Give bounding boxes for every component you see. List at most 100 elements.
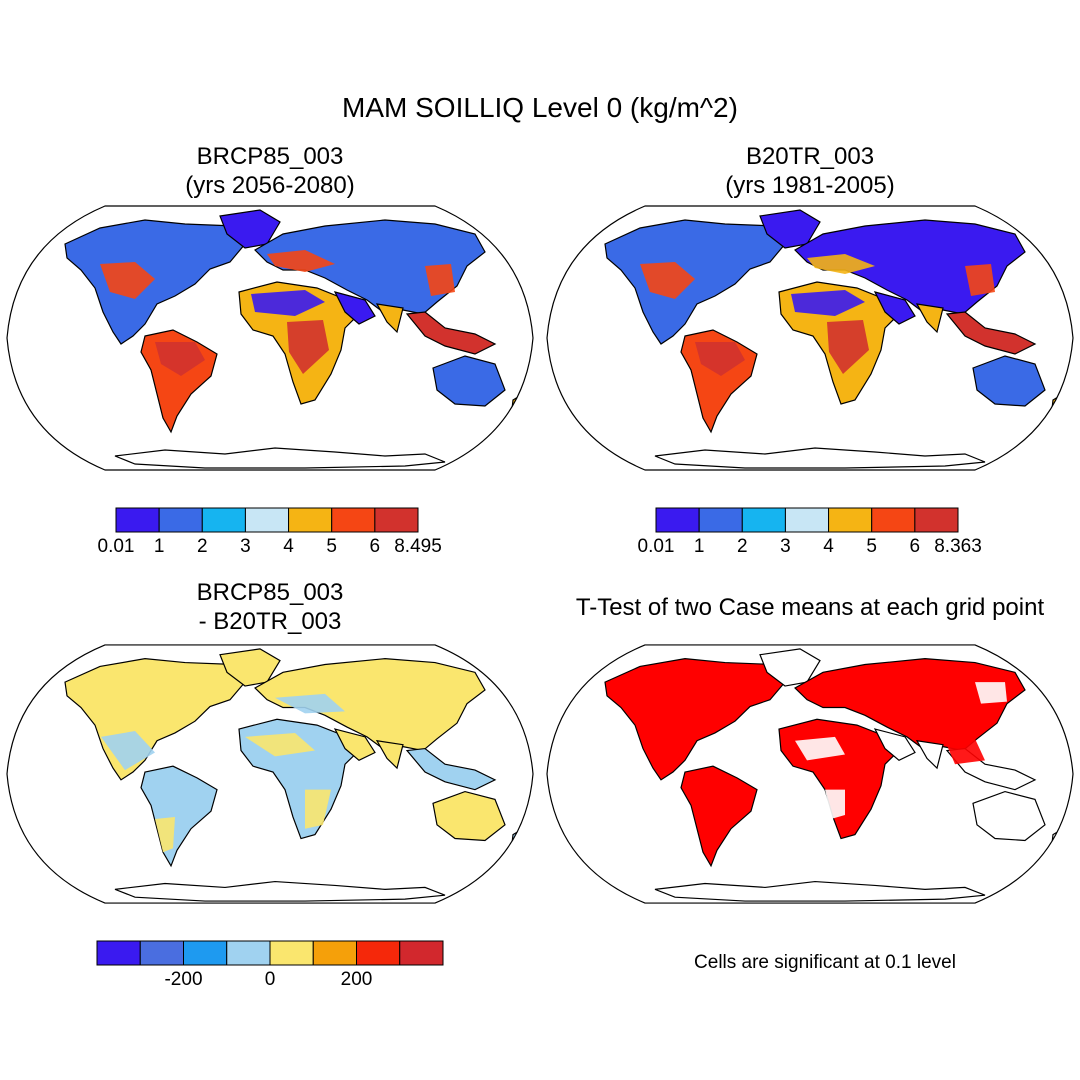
field-patch [965,264,995,296]
colorbar-tick-label: 3 [240,536,251,557]
colorbar-tick-label: 1 [693,536,705,557]
panel-title-difference: BRCP85_003 - B20TR_003 [70,578,470,636]
colorbar-tick-label: 6 [909,536,921,557]
colorbar-tick-label: 6 [369,536,381,557]
landmass-arabia [873,291,916,325]
colorbar-swatch [158,507,203,533]
colorbar-swatch [183,940,228,966]
colorbar-tick-label: 2 [736,536,748,557]
colorbar-tick-label: 8.495 [394,536,442,557]
map-panel-difference [6,644,534,904]
landmass-namerica [604,219,786,345]
field-patch [100,262,155,299]
colorbar-swatch [828,507,873,533]
colorbar-tick-label: 0 [264,969,276,990]
colorbar-difference [96,940,444,966]
colorbar-swatch [698,507,743,533]
map-projection-border [6,205,534,471]
field-patch [795,736,845,761]
colorbar-swatch [331,507,376,533]
landmass-samerica [680,765,758,868]
colorbar-tick-label: 0.01 [97,536,135,557]
landmass-namerica [64,219,246,345]
colorbar-tick-label: 1 [153,536,165,557]
map-panel-future [6,205,534,471]
landmass-arabia [333,728,376,762]
field-patch [695,342,745,376]
field-patch [101,730,155,771]
field-patch [640,262,695,299]
figure-title: MAM SOILLIQ Level 0 (kg/m^2) [342,92,738,123]
colorbar-tick-label: 2 [196,536,208,557]
landmass-seasia [405,311,497,355]
field-patch [251,290,325,316]
field-patch [275,693,345,714]
landmass-seasia [405,747,497,791]
significance-note: Cells are significant at 0.1 level [694,952,956,973]
field-patch [827,320,869,374]
colorbar-tick-label: 5 [866,536,877,557]
panel-title-line2: (yrs 2056-2080) [185,172,355,199]
field-patch [945,738,985,765]
landmass-arabia [873,728,916,762]
panel-title-line2: - B20TR_003 [198,608,342,635]
field-patch [791,290,865,316]
landmass-namerica [64,658,246,781]
field-patch [305,789,331,829]
field-patch [825,789,845,819]
map-projection-border [546,205,1074,471]
landmass-namerica [604,658,786,781]
colorbar-swatch [139,940,184,966]
map-panel-ttest [546,644,1074,904]
landmass-india [915,303,944,334]
landmass-india [915,739,944,770]
panel-title-future: BRCP85_003 (yrs 2056-2080) [70,142,470,200]
field-patch [425,264,455,296]
field-patch [807,254,875,274]
colorbar-tick-label: 4 [823,536,834,557]
panel-title-line1: T-Test of two Case means at each grid po… [575,594,1045,621]
colorbar-swatch [741,507,786,533]
colorbar-swatch [288,507,333,533]
landmass-antarctica [654,447,986,469]
colorbar-tick-label: 4 [283,536,294,557]
colorbar-swatch [201,507,246,533]
landmass-australia [432,355,506,407]
field-patch [267,250,335,272]
colorbar-tick-label: 8.363 [934,536,982,557]
landmass-india [375,739,404,770]
map-projection-border [6,644,534,904]
map-panel-historical [546,205,1074,471]
panel-title-line1: BRCP85_003 [196,579,344,606]
colorbar-tick-label: 5 [326,536,337,557]
landmass-antarctica [114,447,446,469]
colorbar-swatch [914,507,959,533]
colorbar-swatch [374,507,419,533]
landmass-eurasia [254,219,486,315]
map-projection-border [546,644,1074,904]
colorbar-swatch [356,940,401,966]
field-patch [245,732,315,757]
colorbar-swatch [244,507,290,533]
colorbar-future [115,507,419,533]
landmass-australia [972,790,1046,842]
panel-title-line2: (yrs 1981-2005) [725,172,895,199]
colorbar-swatch [96,940,141,966]
landmass-australia [972,355,1046,407]
landmass-australia [432,790,506,842]
colorbar-tick-label: 0.01 [637,536,675,557]
panel-title-historical: B20TR_003 (yrs 1981-2005) [610,142,1010,200]
colorbar-swatch [226,940,271,966]
panel-title-line1: B20TR_003 [745,143,875,170]
colorbar-swatch [655,507,700,533]
field-patch [975,682,1007,704]
landmass-arabia [333,291,376,325]
landmass-antarctica [654,880,986,902]
field-patch [287,320,329,374]
field-patch [155,342,205,376]
colorbar-swatch [871,507,916,533]
colorbar-historical [655,507,959,533]
landmass-seasia [945,311,1037,355]
landmass-samerica [140,765,218,868]
colorbar-tick-label: 200 [340,969,373,990]
